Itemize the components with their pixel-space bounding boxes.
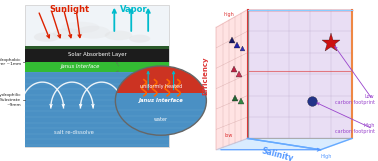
Text: Sunlight: Sunlight [50,5,90,14]
FancyBboxPatch shape [25,46,169,49]
Text: Solar Absorbent Layer: Solar Absorbent Layer [68,52,127,57]
FancyBboxPatch shape [248,10,352,138]
Ellipse shape [34,32,59,42]
Text: High: High [320,154,332,160]
FancyBboxPatch shape [115,93,206,135]
Text: Hydrophilic
Substrate
~9mm: Hydrophilic Substrate ~9mm [0,93,21,107]
Text: water: water [154,117,168,123]
Text: Hydrophobic
Layer ~1mm: Hydrophobic Layer ~1mm [0,57,21,66]
FancyBboxPatch shape [25,62,169,72]
Text: Efficiency: Efficiency [203,56,209,95]
Polygon shape [216,10,248,150]
Text: Janus Interface: Janus Interface [61,64,100,69]
Text: Salinity: Salinity [260,146,294,161]
Text: Janus Interface: Janus Interface [138,98,183,103]
FancyBboxPatch shape [115,94,206,109]
Text: salt re-dissolve: salt re-dissolve [54,129,94,135]
FancyBboxPatch shape [25,5,169,147]
Ellipse shape [105,31,132,40]
Ellipse shape [61,22,99,33]
Text: Vapor: Vapor [119,5,147,14]
Ellipse shape [129,35,150,43]
Text: high: high [223,12,234,17]
Text: low: low [224,133,232,138]
FancyBboxPatch shape [25,71,169,147]
Polygon shape [216,138,352,150]
Text: uniformly heated: uniformly heated [140,84,182,89]
FancyBboxPatch shape [25,47,169,62]
Ellipse shape [53,28,82,39]
Ellipse shape [76,26,110,39]
Text: Low
carbon footprint: Low carbon footprint [335,94,375,105]
FancyBboxPatch shape [115,66,206,99]
Text: High
carbon footprint: High carbon footprint [335,123,375,134]
